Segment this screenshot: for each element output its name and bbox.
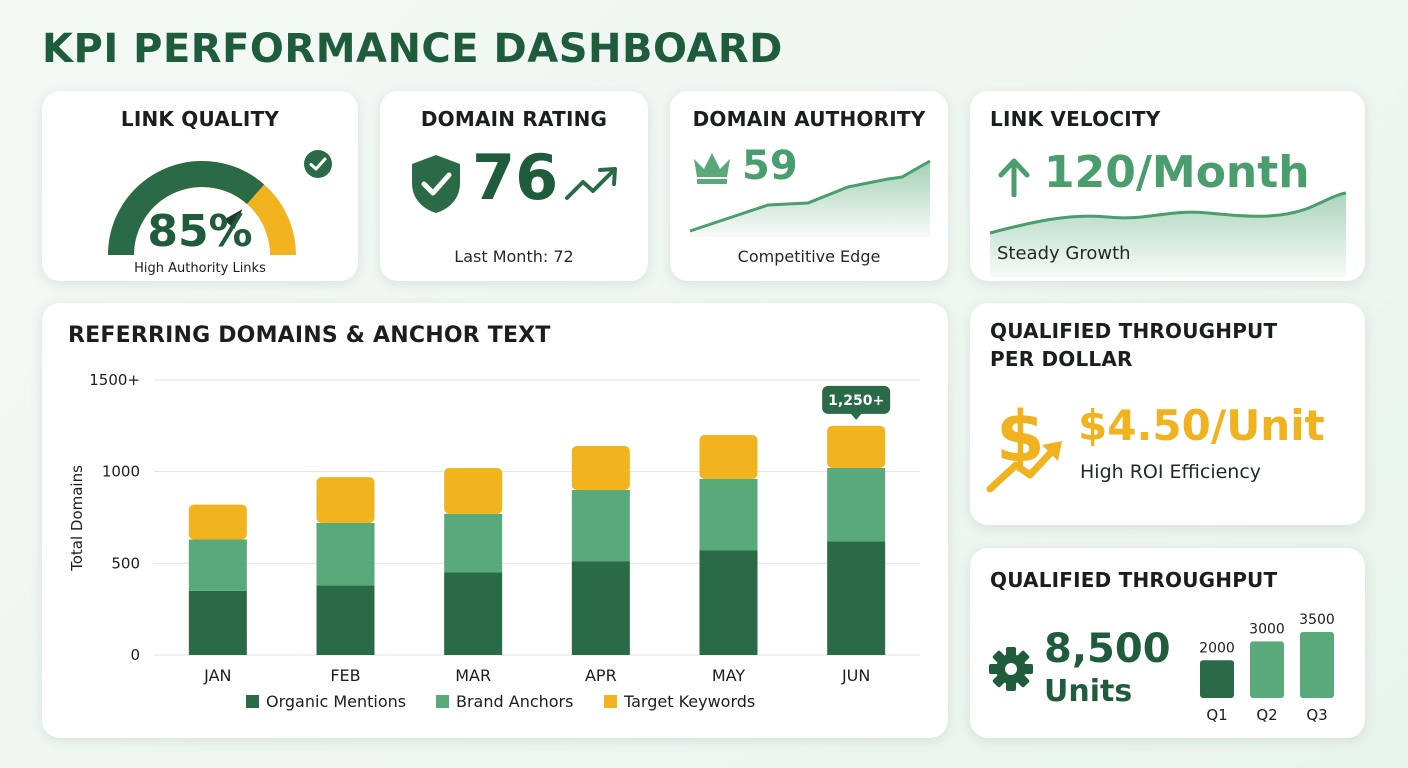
- bar-segment: [316, 523, 375, 586]
- bar: [1300, 632, 1334, 698]
- bar-segment: [444, 468, 503, 514]
- throughput-per-dollar-card: QUALIFIED THROUGHPUT PER DOLLAR $ $4.50/…: [970, 303, 1365, 525]
- callout-pointer: [850, 412, 863, 420]
- x-tick-label: MAY: [712, 666, 746, 685]
- quarterly-throughput-chart: 2000 Q1 3000 Q2 3500 Q3: [1199, 612, 1335, 724]
- domain-rating-title: DOMAIN RATING: [420, 107, 608, 131]
- link-quality-value: 85%: [147, 206, 253, 257]
- domain-authority-trend-chart: [689, 159, 931, 237]
- data-label: 2000: [1199, 640, 1235, 656]
- link-velocity-card: LINK VELOCITY 120/Month Steady Growth: [970, 91, 1365, 281]
- x-tick-label: FEB: [330, 666, 360, 685]
- domain-authority-card: DOMAIN AUTHORITY 59 Competitive Edge: [670, 91, 948, 281]
- dollar-growth-icon: $: [986, 396, 1062, 493]
- legend-swatch: [436, 695, 449, 708]
- bar-segment: [444, 513, 503, 573]
- callout-label: 1,250+: [828, 393, 884, 409]
- domain-rating-card: DOMAIN RATING 76 Last Month: 72: [380, 91, 648, 281]
- link-quality-title: LINK QUALITY: [120, 107, 280, 131]
- crown-icon: [694, 153, 730, 184]
- link-quality-card: LINK QUALITY 85% High Authority Links: [42, 91, 358, 281]
- trend-up-icon: [565, 167, 617, 200]
- x-tick-label: MAR: [455, 666, 491, 685]
- y-tick-label: 0: [130, 646, 140, 664]
- check-circle-icon: [304, 150, 332, 178]
- bar-segment: [827, 468, 886, 542]
- domain-authority-value: 59: [742, 143, 798, 189]
- link-velocity-title: LINK VELOCITY: [990, 107, 1161, 131]
- bar-segment: [444, 572, 503, 655]
- link-quality-gauge: [108, 161, 296, 256]
- legend-swatch: [246, 695, 259, 708]
- bar-segment: [188, 539, 247, 591]
- bar-segment: [316, 477, 375, 523]
- throughput-per-dollar-title: QUALIFIED THROUGHPUT PER DOLLAR: [990, 317, 1277, 373]
- bar: [1200, 660, 1234, 698]
- y-axis-label: Total Domains: [68, 465, 86, 572]
- gauge-pointer-icon: [223, 209, 243, 229]
- bar-segment: [571, 561, 630, 655]
- x-tick-label: Q3: [1306, 706, 1327, 724]
- bar: [1250, 641, 1284, 698]
- callout-badge: [822, 385, 891, 414]
- domain-rating-value: 76: [472, 141, 559, 214]
- bar-segment: [571, 446, 630, 490]
- domain-rating-subtitle: Last Month: 72: [454, 247, 574, 266]
- shield-check-icon: [412, 155, 460, 213]
- throughput-per-dollar-subtitle: High ROI Efficiency: [1080, 461, 1262, 483]
- link-quality-subtitle: High Authority Links: [134, 261, 266, 276]
- throughput-unit: Units: [1044, 674, 1133, 709]
- x-tick-label: Q1: [1206, 706, 1227, 724]
- throughput-title: QUALIFIED THROUGHPUT: [990, 568, 1278, 592]
- domain-authority-subtitle: Competitive Edge: [737, 247, 881, 266]
- legend-label: Target Keywords: [623, 692, 755, 711]
- bar-segment: [827, 541, 886, 655]
- data-label: 3000: [1249, 621, 1285, 637]
- referring-domains-chart: 0 500 1000 1500+ Total Domains JAN FEB MAR APR MA…: [68, 371, 920, 711]
- y-tick-label: 1500+: [89, 371, 140, 389]
- legend-label: Organic Mentions: [266, 692, 406, 711]
- link-velocity-value: 120/Month: [1044, 147, 1310, 198]
- x-tick-label: Q2: [1256, 706, 1277, 724]
- throughput-card: QUALIFIED THROUGHPUT 8,500 Units 2000 Q1 3…: [970, 548, 1365, 738]
- x-tick-label: APR: [585, 666, 617, 685]
- bar-segment: [699, 479, 758, 551]
- x-tick-label: JAN: [203, 666, 231, 685]
- data-label: 3500: [1299, 612, 1335, 628]
- y-tick-label: 1000: [102, 463, 140, 481]
- referring-domains-title: REFERRING DOMAINS & ANCHOR TEXT: [68, 323, 551, 348]
- x-tick-label: JUN: [841, 666, 870, 685]
- y-tick-label: 500: [111, 554, 140, 572]
- legend-label: Brand Anchors: [456, 692, 573, 711]
- legend-swatch: [604, 695, 617, 708]
- page-title: KPI PERFORMANCE DASHBOARD: [42, 26, 783, 72]
- domain-authority-title: DOMAIN AUTHORITY: [692, 107, 926, 131]
- bar-segment: [571, 490, 630, 562]
- throughput-per-dollar-value: $4.50/Unit: [1078, 401, 1325, 450]
- bar-segment: [699, 435, 758, 479]
- throughput-value: 8,500: [1044, 626, 1171, 672]
- gear-icon: [989, 647, 1033, 691]
- link-velocity-subtitle: Steady Growth: [997, 243, 1131, 264]
- referring-domains-card: REFERRING DOMAINS & ANCHOR TEXT 0 500 1000…: [42, 303, 948, 738]
- throughput-per-dollar-title-line2: PER DOLLAR: [990, 347, 1133, 371]
- bar-segment: [827, 425, 886, 468]
- link-velocity-trend-chart: [989, 191, 1347, 277]
- arrow-up-icon: [998, 158, 1030, 197]
- bar-segment: [188, 504, 247, 540]
- bar-segment: [316, 585, 375, 655]
- throughput-per-dollar-title-line1: QUALIFIED THROUGHPUT: [990, 319, 1278, 343]
- bar-segment: [188, 590, 247, 655]
- bar-segment: [699, 550, 758, 655]
